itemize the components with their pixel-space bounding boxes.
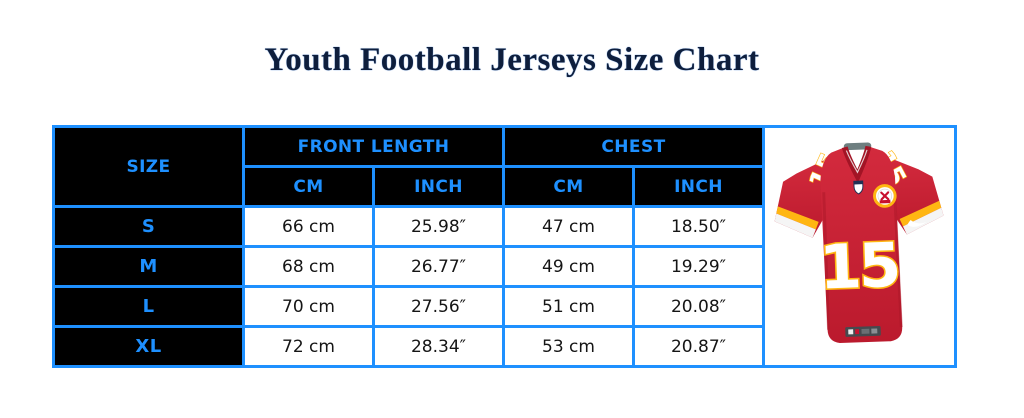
size-cell: S <box>52 205 245 248</box>
chest-inch-cell: 20.08″ <box>632 285 765 328</box>
left-seam <box>821 191 830 330</box>
size-cell: XL <box>52 325 245 368</box>
front-inch-cell: 26.77″ <box>372 245 505 288</box>
front-inch-header: INCH <box>372 165 505 208</box>
team-patch-icon <box>872 183 897 208</box>
front-inch-cell: 28.34″ <box>372 325 505 368</box>
back-collar <box>843 141 871 150</box>
size-column-header: SIZE <box>52 125 245 208</box>
collar-piping <box>845 149 868 174</box>
size-cell: L <box>52 285 245 328</box>
chest-cm-cell: 53 cm <box>502 325 635 368</box>
page-title: Youth Football Jerseys Size Chart <box>264 42 760 78</box>
swoosh-icon <box>906 219 926 227</box>
left-sleeve-white-stripe <box>774 213 816 238</box>
table-row: L 70 cm 27.56″ 51 cm 20.08″ <box>52 285 956 328</box>
v-neck-collar <box>841 145 871 183</box>
table-row: S 66 cm 25.98″ 47 cm 18.50″ <box>52 205 956 248</box>
size-chart-table: SIZE FRONT LENGTH CHEST <box>52 125 957 368</box>
chest-inch-header: INCH <box>632 165 765 208</box>
front-cm-cell: 68 cm <box>242 245 375 288</box>
front-inch-cell: 27.56″ <box>372 285 505 328</box>
table-row: XL 72 cm 28.34″ 53 cm 20.87″ <box>52 325 956 368</box>
chest-inch-cell: 18.50″ <box>632 205 765 248</box>
chest-inch-cell: 19.29″ <box>632 245 765 288</box>
right-sleeve-gold-stripe <box>899 200 941 226</box>
header-row-groups: SIZE FRONT LENGTH CHEST <box>52 125 957 368</box>
table-row: M 68 cm 26.77″ 49 cm 19.29″ <box>52 245 956 288</box>
chest-cm-header: CM <box>502 165 635 208</box>
jersey-product-image: 15 15 <box>762 125 957 368</box>
header-row-units: CM INCH CM INCH <box>54 165 956 208</box>
front-cm-cell: 72 cm <box>242 325 375 368</box>
jersey-illustration: 15 15 <box>774 141 944 343</box>
front-inch-cell: 25.98″ <box>372 205 505 248</box>
front-cm-header: CM <box>242 165 375 208</box>
right-seam <box>892 189 903 327</box>
chest-number: 15 <box>818 229 899 303</box>
nfl-shield-icon <box>852 179 863 194</box>
front-cm-cell: 70 cm <box>242 285 375 328</box>
jock-tag <box>844 325 881 337</box>
chest-cm-cell: 51 cm <box>502 285 635 328</box>
chest-header: CHEST <box>502 125 765 168</box>
front-cm-cell: 66 cm <box>242 205 375 248</box>
left-sleeve-gold-stripe <box>775 205 819 229</box>
chest-cm-cell: 47 cm <box>502 205 635 248</box>
right-sleeve-white-stripe <box>902 207 944 235</box>
front-length-header: FRONT LENGTH <box>242 125 505 168</box>
chest-cm-cell: 49 cm <box>502 245 635 288</box>
size-cell: M <box>52 245 245 288</box>
chest-inch-cell: 20.87″ <box>632 325 765 368</box>
